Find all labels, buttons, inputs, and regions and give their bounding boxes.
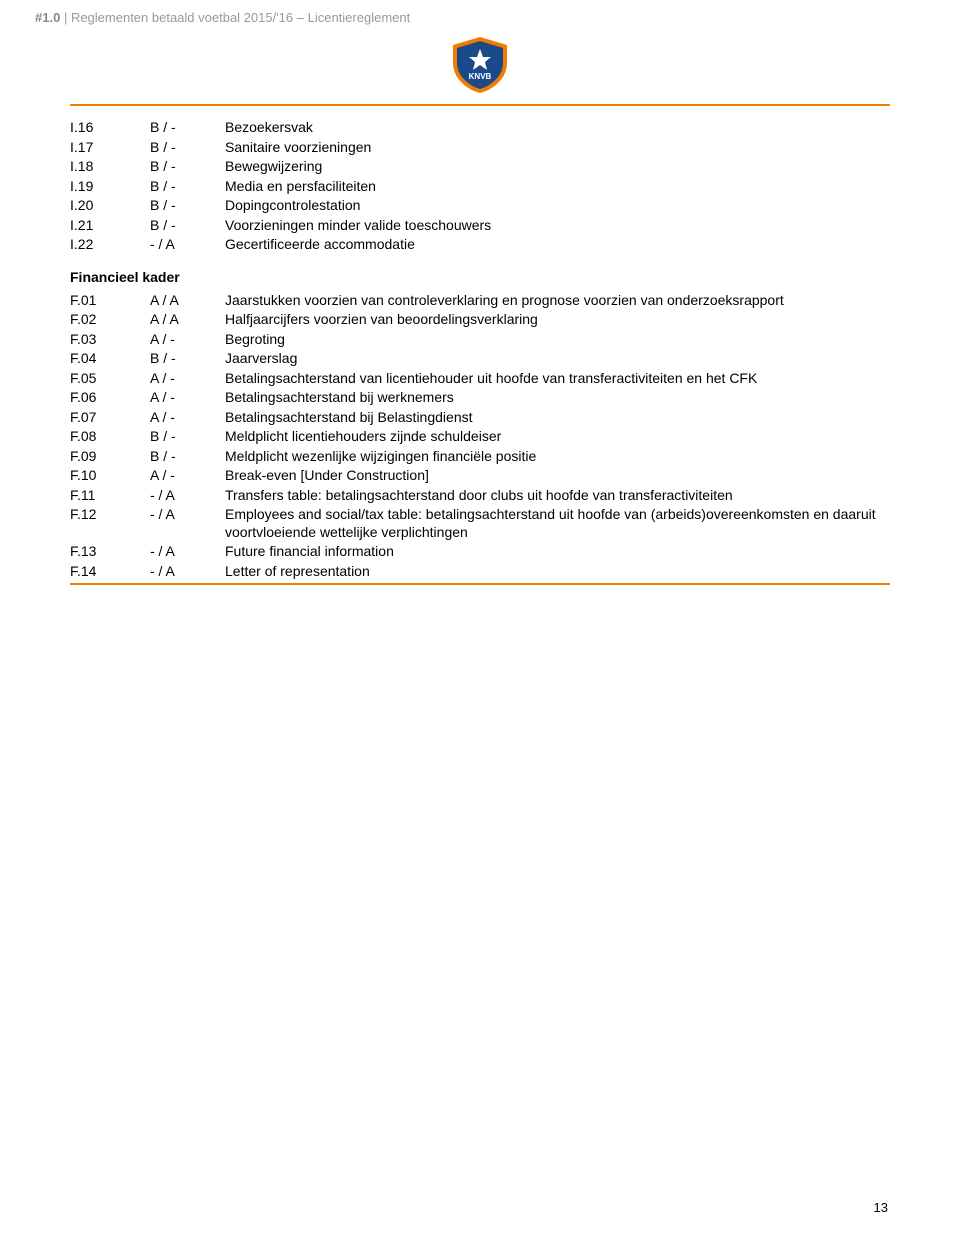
row-code: F.07 [70,408,150,428]
row-code: F.05 [70,369,150,389]
table-row: I.18B / -Bewegwijzering [70,157,890,177]
row-rating: B / - [150,138,225,158]
table-row: I.20B / -Dopingcontrolestation [70,196,890,216]
row-rating: - / A [150,505,225,542]
row-rating: A / - [150,408,225,428]
row-rating: B / - [150,157,225,177]
row-code: F.08 [70,427,150,447]
row-description: Media en persfaciliteiten [225,177,890,197]
table-row: F.07A / -Betalingsachterstand bij Belast… [70,408,890,428]
row-description: Jaarstukken voorzien van controleverklar… [225,291,890,311]
row-rating: B / - [150,427,225,447]
row-description: Sanitaire voorzieningen [225,138,890,158]
table-section-i: I.16B / -BezoekersvakI.17B / -Sanitaire … [70,118,890,255]
table-section-f: F.01A / AJaarstukken voorzien van contro… [70,291,890,582]
table-row: I.16B / -Bezoekersvak [70,118,890,138]
row-code: F.01 [70,291,150,311]
row-description: Begroting [225,330,890,350]
header-prefix: #1.0 [35,10,60,25]
table-row: I.21B / -Voorzieningen minder valide toe… [70,216,890,236]
row-description: Jaarverslag [225,349,890,369]
row-rating: B / - [150,118,225,138]
row-description: Gecertificeerde accommodatie [225,235,890,255]
row-code: I.21 [70,216,150,236]
row-code: F.02 [70,310,150,330]
table-row: F.09B / -Meldplicht wezenlijke wijziging… [70,447,890,467]
row-rating: - / A [150,562,225,582]
table-row: F.13- / AFuture financial information [70,542,890,562]
row-rating: B / - [150,216,225,236]
row-description: Betalingsachterstand bij werknemers [225,388,890,408]
row-description: Employees and social/tax table: betaling… [225,505,890,542]
table-row: I.19B / -Media en persfaciliteiten [70,177,890,197]
row-code: F.10 [70,466,150,486]
table-row: F.05A / -Betalingsachterstand van licent… [70,369,890,389]
row-rating: B / - [150,349,225,369]
row-code: F.04 [70,349,150,369]
row-code: F.14 [70,562,150,582]
row-rating: A / A [150,291,225,311]
row-code: F.09 [70,447,150,467]
row-code: I.20 [70,196,150,216]
row-code: I.16 [70,118,150,138]
row-description: Letter of representation [225,562,890,582]
row-rating: - / A [150,542,225,562]
row-code: I.17 [70,138,150,158]
divider-bottom [70,583,890,585]
table-row: I.17B / -Sanitaire voorzieningen [70,138,890,158]
row-rating: A / - [150,466,225,486]
row-rating: A / A [150,310,225,330]
header-separator: | [64,10,71,25]
table-row: F.12- / AEmployees and social/tax table:… [70,505,890,542]
row-code: F.13 [70,542,150,562]
header: #1.0 | Reglementen betaald voetbal 2015/… [0,0,960,25]
row-description: Bewegwijzering [225,157,890,177]
row-rating: - / A [150,235,225,255]
row-description: Break-even [Under Construction] [225,466,890,486]
row-rating: - / A [150,486,225,506]
row-description: Meldplicht wezenlijke wijzigingen financ… [225,447,890,467]
row-code: I.19 [70,177,150,197]
header-title: Reglementen betaald voetbal 2015/'16 – L… [71,10,410,25]
row-code: I.18 [70,157,150,177]
row-description: Meldplicht licentiehouders zijnde schuld… [225,427,890,447]
content-area: I.16B / -BezoekersvakI.17B / -Sanitaire … [0,106,960,581]
row-description: Voorzieningen minder valide toeschouwers [225,216,890,236]
table-row: I.22- / AGecertificeerde accommodatie [70,235,890,255]
row-description: Halfjaarcijfers voorzien van beoordeling… [225,310,890,330]
row-rating: A / - [150,369,225,389]
knvb-logo-icon: KNVB [445,35,515,98]
row-rating: B / - [150,447,225,467]
row-rating: B / - [150,196,225,216]
logo-container: KNVB [0,35,960,98]
row-rating: A / - [150,388,225,408]
row-rating: A / - [150,330,225,350]
header-text: #1.0 | Reglementen betaald voetbal 2015/… [0,10,960,25]
table-row: F.06A / -Betalingsachterstand bij werkne… [70,388,890,408]
table-row: F.10A / -Break-even [Under Construction] [70,466,890,486]
row-code: F.12 [70,505,150,542]
svg-text:KNVB: KNVB [469,72,492,81]
row-description: Bezoekersvak [225,118,890,138]
row-description: Future financial information [225,542,890,562]
page-number: 13 [874,1200,888,1215]
row-description: Betalingsachterstand bij Belastingdienst [225,408,890,428]
table-row: F.02A / AHalfjaarcijfers voorzien van be… [70,310,890,330]
row-code: F.06 [70,388,150,408]
row-code: I.22 [70,235,150,255]
row-code: F.11 [70,486,150,506]
row-description: Dopingcontrolestation [225,196,890,216]
table-row: F.04B / -Jaarverslag [70,349,890,369]
table-row: F.01A / AJaarstukken voorzien van contro… [70,291,890,311]
table-row: F.08B / -Meldplicht licentiehouders zijn… [70,427,890,447]
row-rating: B / - [150,177,225,197]
row-code: F.03 [70,330,150,350]
table-row: F.11- / ATransfers table: betalingsachte… [70,486,890,506]
row-description: Betalingsachterstand van licentiehouder … [225,369,890,389]
table-row: F.14- / ALetter of representation [70,562,890,582]
row-description: Transfers table: betalingsachterstand do… [225,486,890,506]
section-heading-financieel: Financieel kader [70,255,890,291]
table-row: F.03A / -Begroting [70,330,890,350]
